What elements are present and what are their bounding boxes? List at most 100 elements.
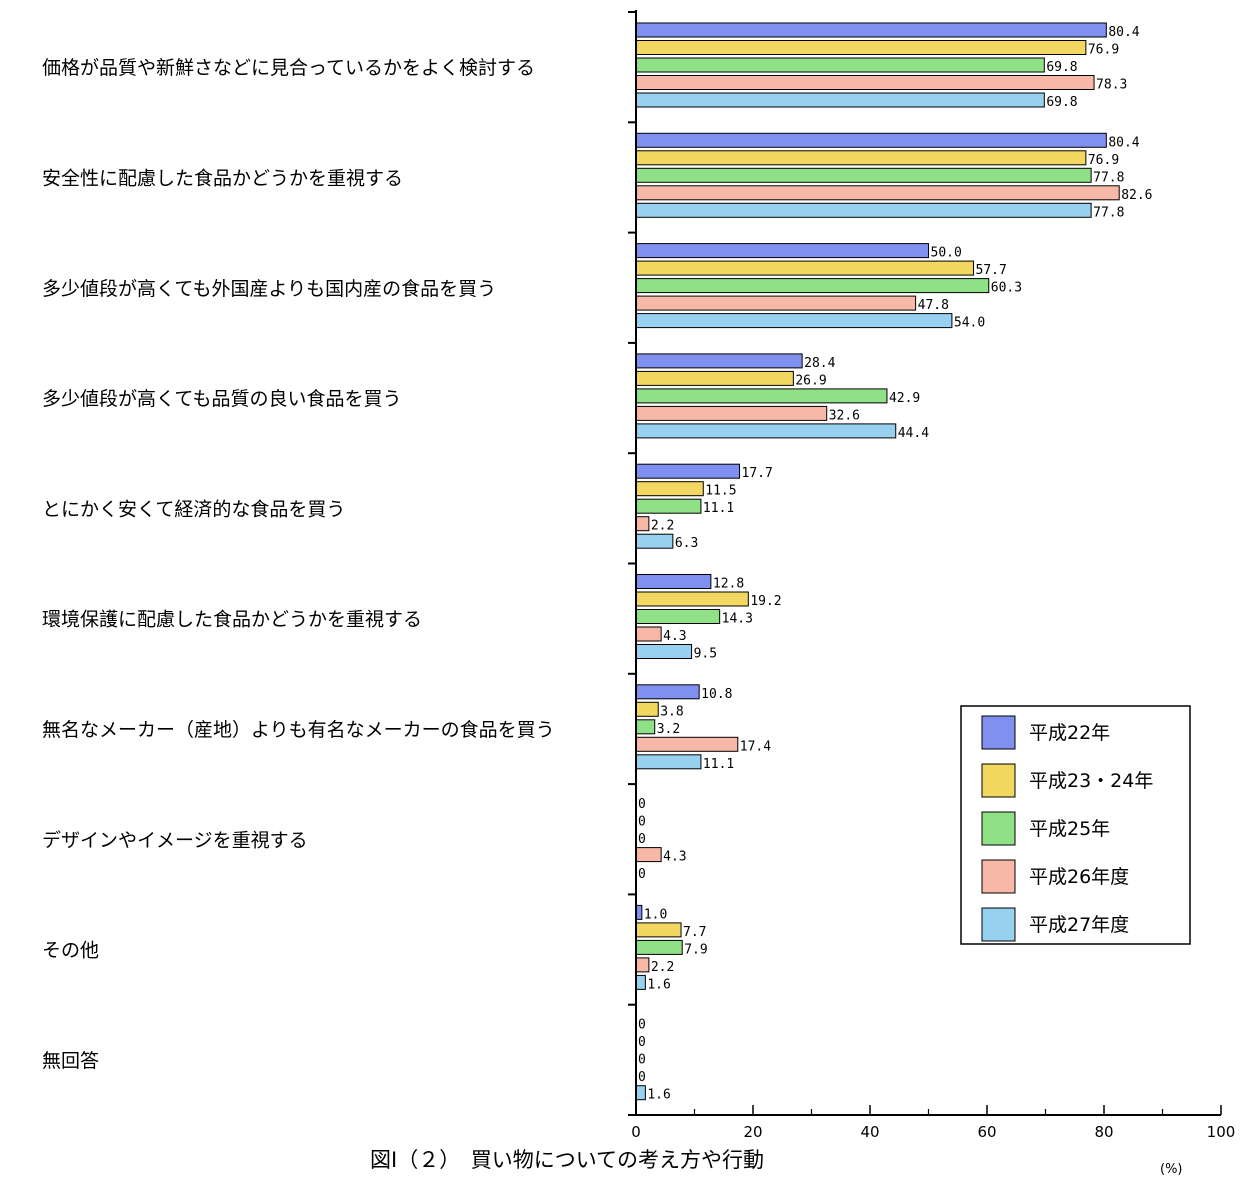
data-label: 57.7 [976, 263, 1007, 278]
bar [635, 132, 1107, 148]
unit-label: (%) [1160, 1162, 1183, 1177]
category-label: その他 [42, 940, 99, 962]
bar [635, 295, 917, 311]
data-label: 0 [638, 1018, 646, 1033]
legend-swatch [981, 715, 1016, 750]
legend-label: 平成22年 [1029, 722, 1110, 744]
category-label: とにかく安くて経済的な食品を買う [42, 498, 345, 520]
x-tick-label: 100 [1207, 1123, 1236, 1141]
bar [635, 167, 1092, 183]
data-label: 28.4 [804, 356, 835, 371]
data-label: 17.4 [740, 739, 771, 754]
category-labels: 価格が品質や新鮮さなどに見合っているかをよく検討する安全性に配慮した食品かどうか… [42, 57, 555, 1072]
bar [635, 701, 659, 717]
data-label: 78.3 [1096, 78, 1127, 93]
data-label: 6.3 [675, 536, 698, 551]
data-label: 0 [638, 815, 646, 830]
data-label: 1.6 [647, 1088, 670, 1103]
data-label: 47.8 [918, 298, 949, 313]
category-label: 環境保護に配慮した食品かどうかを重視する [42, 609, 422, 631]
data-label: 80.4 [1108, 25, 1139, 40]
data-label: 42.9 [889, 391, 920, 406]
bar [635, 202, 1092, 218]
data-label: 50.0 [931, 246, 962, 261]
data-label: 11.1 [703, 757, 734, 772]
bar [635, 150, 1087, 166]
data-label: 0 [638, 797, 646, 812]
category-label: デザインやイメージを重視する [42, 829, 308, 851]
x-tick-label: 80 [1094, 1123, 1113, 1141]
data-label: 26.9 [795, 373, 826, 388]
bar [635, 57, 1045, 73]
bar [635, 626, 662, 642]
bar [635, 388, 888, 404]
data-label: 17.7 [742, 466, 773, 481]
data-label: 9.5 [694, 647, 717, 662]
legend-label: 平成25年 [1029, 818, 1110, 840]
data-label: 0 [638, 832, 646, 847]
data-label: 69.8 [1046, 60, 1077, 75]
data-label: 76.9 [1088, 153, 1119, 168]
bar [635, 754, 702, 770]
data-label: 4.3 [663, 850, 686, 865]
data-label: 44.4 [898, 426, 929, 441]
bar [635, 533, 674, 549]
data-label: 4.3 [663, 629, 686, 644]
x-tick-label: 20 [743, 1123, 762, 1141]
bar [635, 92, 1045, 108]
data-label: 12.8 [713, 577, 744, 592]
bar [635, 353, 803, 369]
chart-caption: 図Ⅰ（２） 買い物についての考え方や行動 [370, 1148, 764, 1172]
x-tick-label: 60 [977, 1123, 996, 1141]
bar [635, 463, 741, 479]
bar [635, 516, 650, 532]
bar [635, 405, 828, 421]
data-label: 80.4 [1108, 135, 1139, 150]
data-label: 54.0 [954, 316, 985, 331]
bar [635, 75, 1095, 90]
legend-label: 平成26年度 [1029, 866, 1129, 888]
data-label: 76.9 [1088, 43, 1119, 58]
bar [635, 719, 656, 735]
legend-label: 平成23・24年 [1029, 770, 1153, 792]
bar [635, 974, 646, 990]
value-labels: 80.4 76.9 69.8 78.3 69.8 80.4 76.9 77.8 82.6 77.8… [638, 25, 1153, 1103]
bar [635, 243, 929, 259]
data-label: 0 [638, 1053, 646, 1068]
x-tick-label: 0 [631, 1123, 641, 1141]
category-label: 無回答 [42, 1050, 99, 1072]
bar [635, 736, 739, 752]
bar [635, 40, 1087, 55]
bar [635, 481, 704, 497]
legend-swatch [981, 859, 1016, 894]
data-label: 7.7 [683, 925, 706, 940]
data-label: 69.8 [1046, 95, 1077, 110]
data-label: 77.8 [1093, 205, 1124, 220]
bar [635, 185, 1120, 201]
bar [635, 957, 650, 973]
legend-label: 平成27年度 [1029, 914, 1129, 936]
bar [635, 370, 794, 386]
bar [635, 684, 700, 700]
bar [635, 644, 693, 659]
bar [635, 260, 975, 276]
data-label: 0 [638, 867, 646, 882]
legend-swatch [981, 763, 1016, 798]
data-label: 2.2 [651, 519, 674, 534]
legend-swatch [981, 907, 1016, 942]
category-label: 多少値段が高くても外国産よりも国内産の食品を買う [42, 278, 496, 300]
data-label: 60.3 [991, 281, 1022, 296]
bar [635, 313, 953, 329]
bar [635, 498, 702, 514]
data-label: 11.1 [703, 501, 734, 516]
data-label: 77.8 [1093, 170, 1124, 185]
category-label: 無名なメーカー（産地）よりも有名なメーカーの食品を買う [42, 719, 555, 741]
bar [635, 609, 721, 624]
data-label: 7.9 [684, 942, 707, 957]
legend-swatch [981, 811, 1016, 846]
bar [635, 22, 1107, 38]
data-label: 2.2 [651, 960, 674, 975]
data-label: 1.6 [647, 977, 670, 992]
